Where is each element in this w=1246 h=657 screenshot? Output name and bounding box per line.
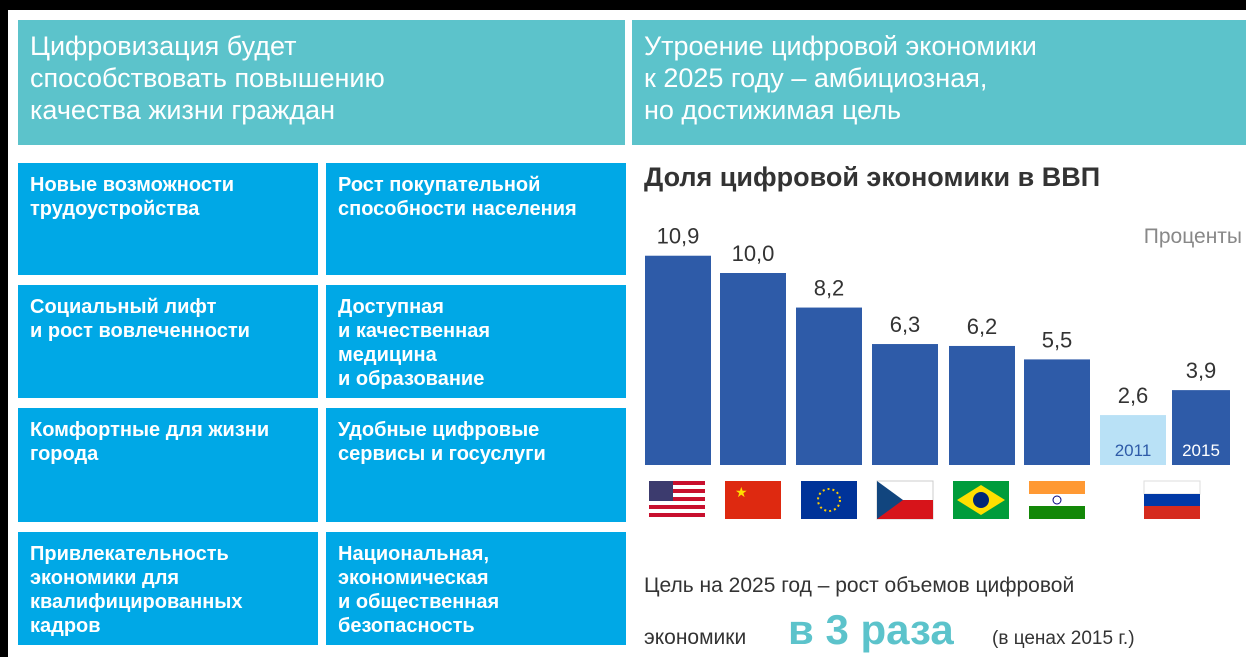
value-label: 10,0	[732, 241, 775, 266]
bar	[949, 345, 1015, 465]
unit-label: Проценты	[1144, 225, 1242, 248]
chart: Доля цифровой экономики в ВВП Проценты ★…	[644, 162, 1242, 653]
value-label: 10,9	[657, 224, 700, 249]
card: Национальная, экономическая и общественн…	[326, 532, 626, 645]
value-label: 6,3	[890, 312, 921, 337]
svg-text:★: ★	[735, 484, 748, 500]
bar	[1100, 415, 1166, 465]
value-label: 3,9	[1186, 358, 1217, 383]
footer-line: Цель на 2025 год – рост объемов цифровой	[644, 574, 1074, 597]
card: Доступная и качественная медицина и обра…	[326, 285, 626, 398]
footer-note: (в ценах 2015 г.)	[992, 628, 1135, 649]
card: Социальный лифт и рост вовлеченности	[18, 285, 318, 398]
card: Новые возможности трудоустройства	[18, 163, 318, 275]
chart-title: Доля цифровой экономики в ВВП	[644, 162, 1100, 192]
x-tick-label: 2011	[1115, 441, 1152, 460]
card: Удобные цифровые сервисы и госуслуги	[326, 408, 626, 522]
card: Рост покупательной способности населения	[326, 163, 626, 275]
bar	[796, 307, 862, 465]
card: Привлекательность экономики для квалифиц…	[18, 532, 318, 645]
value-label: 6,2	[967, 314, 998, 339]
x-tick-label: 2015	[1182, 441, 1220, 460]
footer-word: экономики	[644, 626, 746, 649]
slide: Цифровизация будет способствовать повыше…	[8, 10, 1246, 657]
bar	[872, 344, 938, 465]
flags: ★	[649, 480, 1201, 520]
bar	[1024, 359, 1090, 465]
bar	[1172, 390, 1230, 465]
bar	[645, 255, 711, 465]
footer-highlight: в 3 раза	[788, 606, 954, 653]
value-label: 8,2	[814, 276, 845, 301]
right-header: Утроение цифровой экономики к 2025 году …	[632, 20, 1246, 145]
card: Комфортные для жизни города	[18, 408, 318, 522]
value-label: 5,5	[1042, 327, 1073, 352]
left-header: Цифровизация будет способствовать повыше…	[18, 20, 625, 145]
bar	[720, 273, 786, 465]
value-label: 2,6	[1118, 383, 1149, 408]
